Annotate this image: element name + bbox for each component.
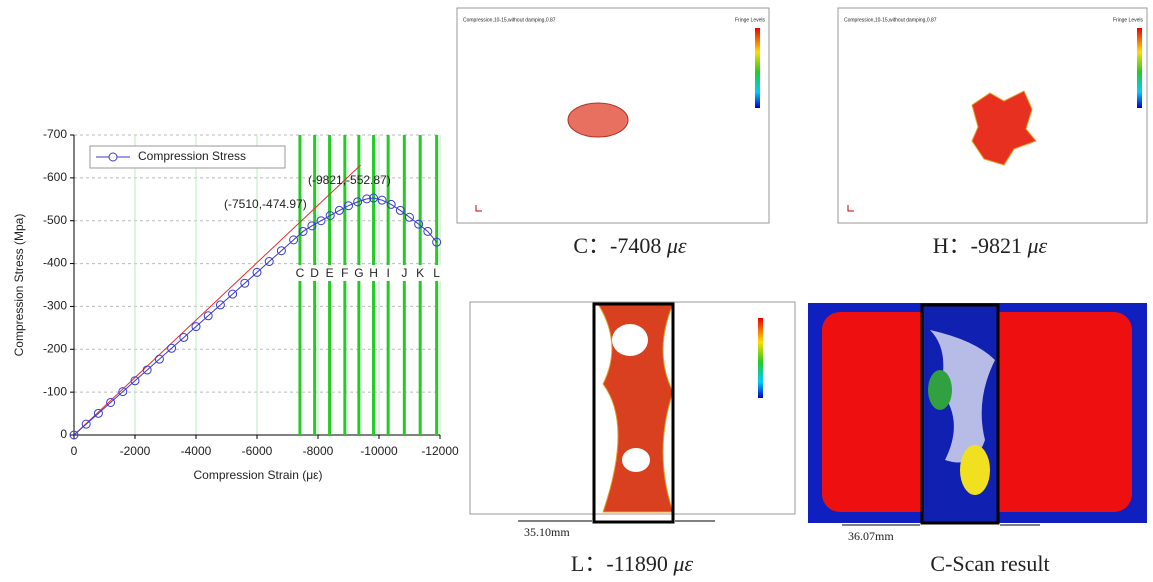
x-tick-label: -8000 <box>303 444 334 458</box>
x-tick-label: -10000 <box>360 444 398 458</box>
colorbar <box>1137 28 1142 108</box>
caption-label: H：-9821 <box>933 233 1022 258</box>
x-axis-label: Compression Strain (με) <box>194 468 323 482</box>
caption: L：-11890 με <box>571 551 693 576</box>
x-tick-label: -12000 <box>421 444 459 458</box>
caption: C：-7408 με <box>573 233 687 258</box>
x-tick-label: -4000 <box>181 444 212 458</box>
caption-unit: με <box>1027 233 1048 258</box>
y-tick-label: -600 <box>43 170 67 184</box>
legend-title: Fringe Levels <box>1113 17 1144 23</box>
series-line <box>74 198 437 435</box>
x-tick-label: -6000 <box>242 444 273 458</box>
scan-spot <box>960 445 990 495</box>
caption-unit: με <box>672 551 693 576</box>
damage-blob <box>568 103 628 137</box>
void <box>612 324 648 356</box>
y-tick-label: -300 <box>43 299 67 313</box>
stage-label: G <box>354 266 363 280</box>
panel-c: Compression,10-15,without damping,0.87 F… <box>457 8 769 258</box>
legend-label: Compression Stress <box>138 149 246 163</box>
y-tick-label: -200 <box>43 341 67 355</box>
y-tick-label: 0 <box>60 427 67 441</box>
stage-label: H <box>369 266 378 280</box>
caption: C-Scan result <box>930 551 1049 576</box>
dimension: 35.10mm <box>524 525 570 539</box>
stage-label: I <box>386 266 389 280</box>
void <box>622 448 650 472</box>
panel-cscan: 36.07mm C-Scan result <box>808 303 1147 576</box>
caption-label: L：-11890 <box>571 551 668 576</box>
panel-title: Compression,10-15,without damping,0.87 <box>463 17 556 23</box>
legend-marker <box>109 153 117 161</box>
x-tick-label: -2000 <box>120 444 151 458</box>
caption-label: C：-7408 <box>573 233 661 258</box>
panel-title: Compression,10-15,without damping,0.87 <box>844 17 937 23</box>
figure: Compression Strain (με) Compression Stre… <box>0 0 1153 582</box>
legend-title: Fringe Levels <box>735 17 766 23</box>
stage-label: E <box>326 266 334 280</box>
stage-label: K <box>416 266 424 280</box>
y-tick-label: -700 <box>43 127 67 141</box>
colorbar <box>755 28 760 108</box>
stage-label: D <box>310 266 319 280</box>
dimension: 36.07mm <box>848 529 894 543</box>
y-tick-label: -500 <box>43 213 67 227</box>
stage-label: C <box>296 266 305 280</box>
y-tick-label: -400 <box>43 256 67 270</box>
caption: H：-9821 με <box>933 233 1048 258</box>
scan-spot <box>928 370 952 410</box>
plot: 0 -100 -200 -300 -400 -500 -600 -700 0 -2000 -4000… <box>43 127 459 458</box>
annotation: (-9821,-552.87) <box>308 173 391 187</box>
x-tick-label: 0 <box>71 444 78 458</box>
stage-label: F <box>341 266 348 280</box>
caption-unit: με <box>666 233 687 258</box>
page: Compression Strain (με) Compression Stre… <box>0 0 1153 582</box>
panel-h: Compression,10-15,without damping,0.87 F… <box>838 8 1147 258</box>
y-axis-label: Compression Stress (Mpa) <box>12 214 26 357</box>
stage-label: J <box>401 266 407 280</box>
annotation: (-7510,-474.97) <box>224 197 307 211</box>
y-tick-label: -100 <box>43 384 67 398</box>
colorbar <box>758 318 763 398</box>
panel-l: 35.10mm L：-11890 με <box>470 302 795 576</box>
stage-label: L <box>433 266 440 280</box>
